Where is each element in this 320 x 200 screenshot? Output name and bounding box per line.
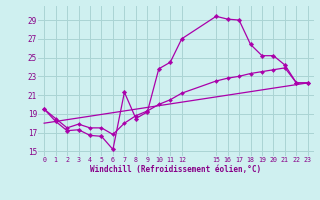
X-axis label: Windchill (Refroidissement éolien,°C): Windchill (Refroidissement éolien,°C)	[91, 165, 261, 174]
